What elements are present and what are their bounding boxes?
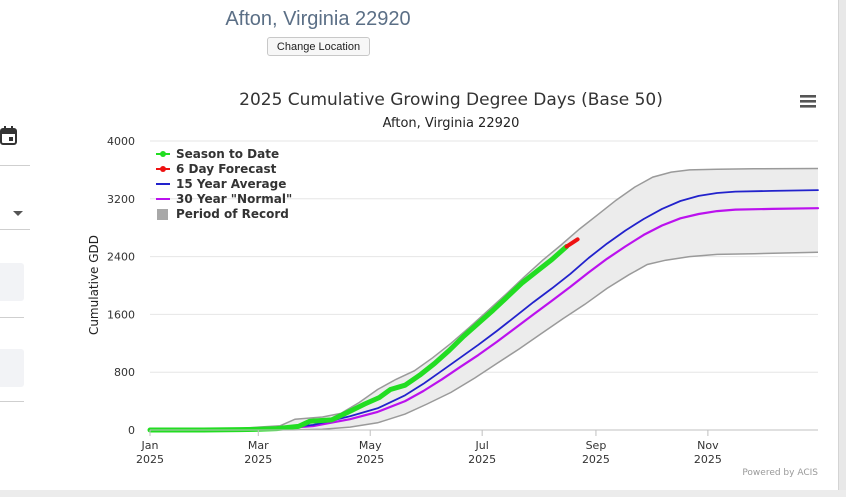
sidebar-panel-box[interactable]	[0, 263, 24, 301]
x-tick-label: Sep	[586, 439, 607, 452]
legend-label[interactable]: Period of Record	[176, 207, 289, 221]
hamburger-menu-icon[interactable]	[796, 92, 820, 112]
sidebar-panel-box[interactable]	[0, 349, 24, 387]
legend-marker-season	[160, 151, 166, 157]
y-tick-label: 800	[114, 366, 135, 379]
y-tick-label: 0	[128, 424, 135, 437]
x-tick-label: Jul	[475, 439, 489, 452]
chart-title: 2025 Cumulative Growing Degree Days (Bas…	[239, 90, 663, 110]
x-tick-label: Jan	[141, 439, 159, 452]
window-edge	[0, 490, 846, 497]
record-band-group	[149, 167, 819, 431]
x-tick-year: 2025	[694, 453, 722, 466]
left-sidebar-partial	[0, 0, 30, 497]
chart-credit[interactable]: Powered by ACIS	[742, 468, 818, 478]
divider	[0, 165, 30, 166]
y-tick-label: 4000	[107, 135, 135, 148]
y-tick-label: 2400	[107, 251, 135, 264]
divider	[0, 401, 24, 402]
y-axis-label: Cumulative GDD	[87, 235, 101, 335]
change-location-button[interactable]: Change Location	[267, 37, 370, 56]
x-tick-label: Mar	[248, 439, 269, 452]
x-tick-label: Nov	[697, 439, 719, 452]
divider	[0, 317, 24, 318]
legend-label[interactable]: 6 Day Forecast	[176, 162, 277, 176]
x-tick-year: 2025	[356, 453, 384, 466]
series-line-season	[147, 244, 570, 433]
legend-swatch-record	[157, 209, 168, 220]
x-tick-year: 2025	[582, 453, 610, 466]
series-group	[147, 189, 820, 433]
calendar-icon[interactable]	[0, 126, 18, 151]
axes: 08001600240032004000Jan2025Mar2025May202…	[107, 135, 818, 466]
x-tick-year: 2025	[136, 453, 164, 466]
y-tick-label: 3200	[107, 193, 135, 206]
chart-subtitle: Afton, Virginia 22920	[383, 116, 520, 131]
x-tick-label: May	[359, 439, 382, 452]
legend-label[interactable]: 15 Year Average	[176, 177, 286, 191]
chevron-down-icon[interactable]	[13, 211, 23, 216]
y-tick-label: 1600	[107, 308, 135, 321]
x-tick-year: 2025	[468, 453, 496, 466]
series-line-forecast	[564, 237, 580, 249]
series-line-normal30	[148, 207, 820, 432]
legend-label[interactable]: 30 Year "Normal"	[176, 192, 292, 206]
x-tick-year: 2025	[244, 453, 272, 466]
window-edge	[838, 0, 846, 497]
legend-label[interactable]: Season to Date	[176, 147, 279, 161]
record-lower-line	[150, 251, 819, 431]
record-band	[150, 168, 818, 430]
series-line-avg15	[149, 189, 819, 431]
record-upper-line	[149, 167, 819, 431]
location-title: Afton, Virginia 22920	[225, 8, 411, 30]
legend-marker-forecast	[160, 166, 166, 172]
divider	[0, 229, 30, 230]
